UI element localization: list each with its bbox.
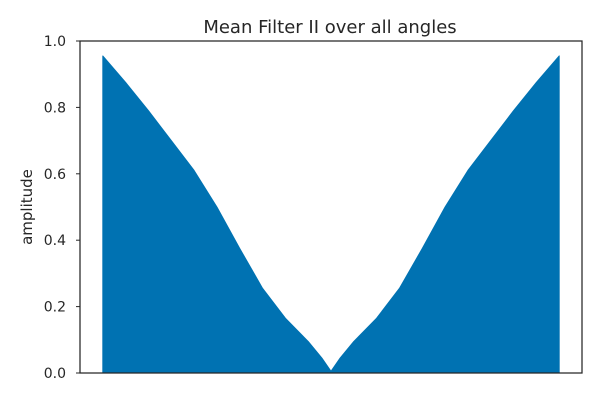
y-axis-ticks: 0.0 0.2 0.4 0.6 0.8 1.0 <box>44 34 80 382</box>
chart-title: Mean Filter II over all angles <box>203 17 456 38</box>
series-layer <box>102 55 560 374</box>
y-tick-label-0: 0.0 <box>44 366 66 382</box>
y-tick-label-4: 0.8 <box>44 100 66 116</box>
y-tick-label-5: 1.0 <box>44 34 66 50</box>
plot-frame <box>79 40 583 374</box>
y-tick-label-1: 0.2 <box>44 300 66 316</box>
y-tick-label-2: 0.4 <box>44 233 66 249</box>
series-area-0 <box>102 55 560 374</box>
y-axis-label: amplitude <box>18 169 36 245</box>
y-tick-label-3: 0.6 <box>44 167 66 183</box>
